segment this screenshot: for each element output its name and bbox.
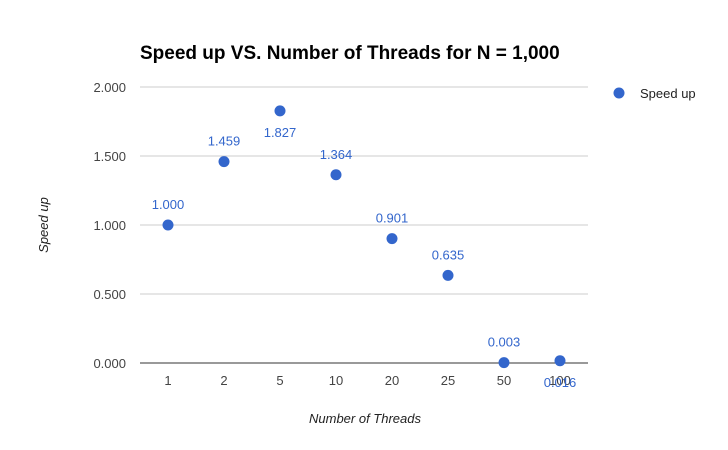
data-label: 0.635 (432, 247, 465, 262)
x-tick-label: 100 (549, 373, 571, 388)
y-tick-label: 0.500 (93, 287, 126, 302)
data-point (554, 355, 566, 367)
legend-label: Speed up (640, 86, 696, 101)
data-label: 0.003 (488, 335, 521, 350)
gridlines (140, 86, 588, 364)
y-tick-labels: 0.000 0.500 1.000 1.500 2.000 (93, 80, 126, 371)
data-point (218, 156, 230, 168)
x-tick-label: 1 (164, 373, 171, 388)
data-label: 1.827 (264, 125, 297, 140)
x-tick-label: 2 (220, 373, 227, 388)
x-tick-label: 20 (385, 373, 399, 388)
legend: Speed up (613, 86, 696, 101)
y-tick-label: 2.000 (93, 80, 126, 95)
y-tick-label: 1.500 (93, 149, 126, 164)
data-label: 1.364 (320, 147, 353, 162)
y-axis-title: Speed up (36, 197, 51, 253)
data-point (162, 219, 174, 231)
x-axis-title: Number of Threads (309, 411, 421, 426)
x-tick-label: 10 (329, 373, 343, 388)
data-label: 1.459 (208, 134, 241, 149)
x-tick-label: 5 (276, 373, 283, 388)
data-label: 0.901 (376, 211, 409, 226)
chart-title: Speed up VS. Number of Threads for N = 1… (140, 43, 560, 64)
data-point (274, 105, 286, 117)
data-point (386, 233, 398, 245)
data-point (442, 269, 454, 281)
y-tick-label: 0.000 (93, 356, 126, 371)
x-tick-labels: 1 2 5 10 20 25 50 100 (164, 373, 570, 388)
data-point (498, 357, 510, 369)
legend-marker (613, 87, 625, 99)
data-label: 1.000 (152, 197, 185, 212)
x-tick-label: 50 (497, 373, 511, 388)
data-points (162, 105, 566, 369)
data-point (330, 169, 342, 181)
data-label: 0.016 (544, 375, 577, 390)
x-tick-label: 25 (441, 373, 455, 388)
data-labels: 1.000 1.459 1.827 1.364 0.901 0.635 0.003 0.016 (152, 125, 577, 390)
y-tick-label: 1.000 (93, 218, 126, 233)
